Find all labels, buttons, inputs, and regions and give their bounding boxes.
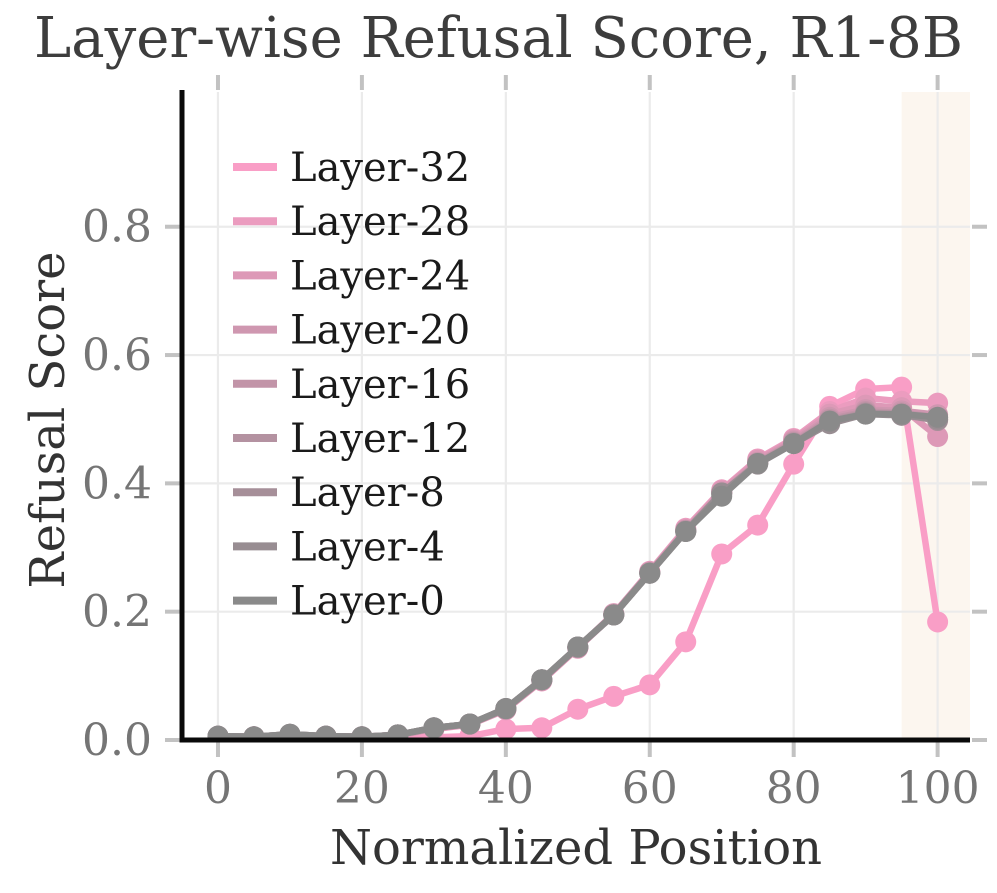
y-tick-label: 0.2: [82, 587, 152, 638]
data-point-layer-0: [675, 520, 697, 542]
data-point-layer-32: [567, 698, 589, 720]
x-tick-label: 100: [896, 763, 980, 814]
data-point-layer-0: [495, 698, 517, 720]
x-tick-label: 0: [204, 763, 232, 814]
data-point-layer-32: [603, 685, 625, 707]
y-tick-label: 0.6: [82, 330, 152, 381]
x-tick-label: 60: [622, 763, 678, 814]
data-point-layer-0: [531, 669, 553, 691]
data-point-layer-0: [603, 604, 625, 626]
legend-label-layer-20: Layer-20: [290, 308, 470, 354]
data-point-layer-0: [819, 410, 841, 432]
data-point-layer-0: [315, 725, 337, 740]
data-point-layer-24: [927, 426, 949, 448]
data-point-layer-0: [279, 723, 301, 740]
data-point-layer-0: [423, 717, 445, 739]
series-line-layer-4: [217, 410, 938, 740]
data-point-layer-32: [747, 514, 769, 536]
legend: Layer-32 Layer-28 Layer-24 Layer-20 Layer-16…: [233, 145, 470, 625]
legend-label-layer-28: Layer-28: [290, 199, 470, 245]
data-point-layer-32: [927, 611, 949, 633]
data-point-layer-0: [387, 724, 409, 740]
data-point-layer-32: [531, 717, 553, 739]
data-point-layer-0: [459, 713, 481, 735]
data-point-layer-0: [243, 726, 265, 740]
data-point-layer-0: [855, 403, 877, 425]
x-axis-label: Normalized Position: [329, 820, 823, 876]
data-point-layer-0: [639, 562, 661, 584]
data-point-layer-0: [351, 726, 373, 740]
data-point-layer-32: [711, 543, 733, 565]
legend-label-layer-0: Layer-0: [290, 579, 445, 625]
legend-label-layer-4: Layer-4: [290, 524, 445, 570]
legend-label-layer-12: Layer-12: [290, 416, 470, 462]
x-tick-label: 40: [478, 763, 534, 814]
legend-label-layer-16: Layer-16: [290, 362, 470, 408]
data-point-layer-0: [567, 636, 589, 658]
data-point-layer-0: [711, 485, 733, 507]
legend-label-layer-8: Layer-8: [290, 470, 445, 516]
data-point-layer-0: [927, 406, 949, 428]
x-tick-label: 80: [766, 763, 822, 814]
chart-title: Layer-wise Refusal Score, R1-8B: [34, 6, 963, 71]
data-point-layer-0: [747, 452, 769, 474]
y-tick-label: 0.4: [82, 458, 152, 509]
data-point-layer-0: [891, 403, 913, 425]
legend-label-layer-32: Layer-32: [290, 145, 470, 191]
data-point-layer-32: [675, 631, 697, 653]
data-point-layer-32: [783, 453, 805, 475]
legend-label-layer-24: Layer-24: [290, 253, 470, 299]
data-point-layer-0: [207, 725, 229, 740]
data-point-layer-32: [639, 674, 661, 696]
y-tick-label: 0.0: [82, 715, 152, 766]
x-tick-label: 20: [334, 763, 390, 814]
y-axis-label: Refusal Score: [20, 251, 76, 589]
data-point-layer-0: [783, 433, 805, 455]
data-point-layer-32: [495, 718, 517, 740]
series-line-layer-0: [217, 410, 938, 740]
series-group: [207, 376, 949, 740]
y-tick-label: 0.8: [82, 202, 152, 253]
